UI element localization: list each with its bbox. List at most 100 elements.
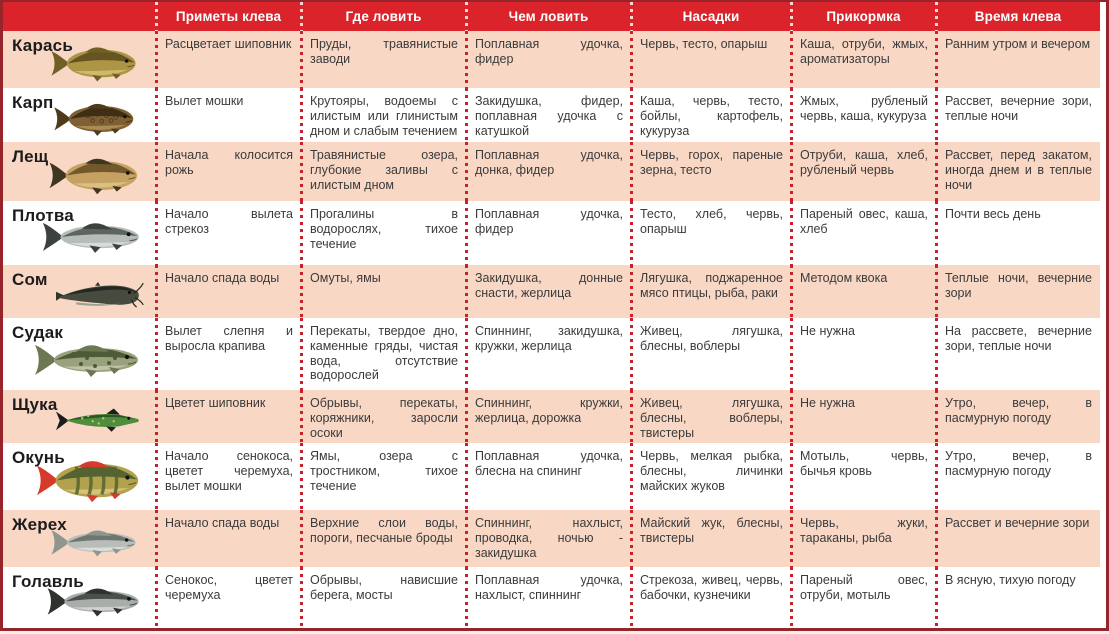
- fish-name: Карась: [12, 36, 73, 55]
- cell-leshch-baits: Червь, горох, пареные зерна, тесто: [630, 142, 791, 201]
- column-header-bite-signs: Приметы клева: [155, 2, 301, 31]
- cell-leshch-tackle: Поплавная удочка, донка, фидер: [465, 142, 631, 201]
- table-row-plotva: Плотва Начало вылета стрекоз Прогалины в в…: [3, 201, 1100, 265]
- bream-fish-icon: [45, 150, 151, 201]
- cell-okun-bite-time: Утро, вечер, в пасмурную погоду: [935, 443, 1100, 510]
- cell-shchuka-bite-signs: Цветет шиповник: [155, 390, 301, 443]
- table-row-karp: Карп Вылет мошки Крутояры, водоемы с илист…: [3, 88, 1100, 142]
- crucian-carp-fish-icon: [45, 39, 151, 88]
- column-header-groundbait: Прикормка: [790, 2, 936, 31]
- column-header-where: Где ловить: [300, 2, 466, 31]
- column-header-bite-time: Время клева: [935, 2, 1100, 31]
- cell-shchuka-where: Обрывы, перекаты, коряжники, заросли осо…: [300, 390, 466, 443]
- cell-sudak-bite-time: На рассвете, вечерние зори, теплые ночи: [935, 318, 1100, 390]
- fish-cell-okun: Окунь: [3, 443, 156, 510]
- cell-shchuka-bite-time: Утро, вечер, в пасмурную погоду: [935, 390, 1100, 443]
- cell-okun-baits: Червь, мелкая рыбка, блесны, личинки май…: [630, 443, 791, 510]
- cell-leshch-bite-time: Рассвет, перед закатом, иногда днем и в …: [935, 142, 1100, 201]
- cell-sudak-baits: Живец, лягушка, блесны, воблеры: [630, 318, 791, 390]
- cell-golavl-bite-time: В ясную, тихую погоду: [935, 567, 1100, 628]
- cell-zherekh-groundbait: Червь, жуки, тараканы, рыба: [790, 510, 936, 567]
- fish-cell-shchuka: Щука: [3, 390, 156, 443]
- table-row-golavl: Голавль Сенокос, цветет черемуха Обрывы, н…: [3, 567, 1100, 628]
- fish-name: Окунь: [12, 448, 65, 467]
- cell-okun-tackle: Поплавная удочка, блесна на спининг: [465, 443, 631, 510]
- carp-fish-icon: [45, 96, 151, 142]
- catfish-fish-icon: [45, 273, 151, 318]
- cell-karas-baits: Червь, тесто, опарыш: [630, 31, 791, 88]
- cell-golavl-baits: Стрекоза, живец, червь, бабочки, кузнечи…: [630, 567, 791, 628]
- table-row-leshch: Лещ Начала колосится рожь Травянистые озер…: [3, 142, 1100, 201]
- cell-golavl-where: Обрывы, нависшие берега, мосты: [300, 567, 466, 628]
- cell-leshch-bite-signs: Начала колосится рожь: [155, 142, 301, 201]
- fish-cell-karas: Карась: [3, 31, 156, 88]
- cell-okun-bite-signs: Начало сенокоса, цветет черемуха, вылет …: [155, 443, 301, 510]
- cell-som-tackle: Закидушка, донные снасти, жерлица: [465, 265, 631, 318]
- cell-zherekh-baits: Майский жук, блесны, твистеры: [630, 510, 791, 567]
- asp-fish-icon: [45, 518, 151, 567]
- fish-cell-som: Сом: [3, 265, 156, 318]
- cell-som-baits: Лягушка, поджаренное мясо птицы, рыба, р…: [630, 265, 791, 318]
- fish-name: Сом: [12, 270, 48, 289]
- pike-fish-icon: [45, 398, 151, 443]
- table-row-sudak: Судак Вылет слепня и выросла крапива Перек…: [3, 318, 1100, 390]
- fish-name: Плотва: [12, 206, 74, 225]
- column-header-baits: Насадки: [630, 2, 791, 31]
- header-row: Приметы клева Где ловить Чем ловить Наса…: [3, 2, 1100, 31]
- fish-name: Голавль: [12, 572, 84, 591]
- table-row-karas: Карась Расцветает шиповник Пруды, травянис…: [3, 31, 1100, 88]
- cell-golavl-bite-signs: Сенокос, цветет черемуха: [155, 567, 301, 628]
- fish-name: Карп: [12, 93, 54, 112]
- cell-zherekh-where: Верхние слои воды, пороги, песчаные брод…: [300, 510, 466, 567]
- cell-som-bite-time: Теплые ночи, вечерние зори: [935, 265, 1100, 318]
- fish-cell-leshch: Лещ: [3, 142, 156, 201]
- cell-zherekh-bite-signs: Начало спада воды: [155, 510, 301, 567]
- cell-plotva-where: Прогалины в водорослях, тихое течение: [300, 201, 466, 265]
- cell-sudak-bite-signs: Вылет слепня и выросла крапива: [155, 318, 301, 390]
- fish-cell-sudak: Судак: [3, 318, 156, 390]
- cell-zherekh-bite-time: Рассвет и вечерние зори: [935, 510, 1100, 567]
- cell-plotva-baits: Тесто, хлеб, червь, опарыш: [630, 201, 791, 265]
- cell-karas-bite-signs: Расцветает шиповник: [155, 31, 301, 88]
- table-row-zherekh: Жерех Начало спада воды Верхние слои воды,…: [3, 510, 1100, 567]
- fish-cell-zherekh: Жерех: [3, 510, 156, 567]
- cell-okun-groundbait: Мотыль, червь, бычья кровь: [790, 443, 936, 510]
- fishing-guide-table: Приметы клева Где ловить Чем ловить Наса…: [3, 2, 1100, 628]
- fish-name: Щука: [12, 395, 58, 414]
- column-header-tackle: Чем ловить: [465, 2, 631, 31]
- table-row-shchuka: Щука Цветет шиповник Обрывы, перекаты, кор…: [3, 390, 1100, 443]
- table-row-som: Сом Начало спада воды Омуты, ямы Закидушка,…: [3, 265, 1100, 318]
- fish-cell-plotva: Плотва: [3, 201, 156, 265]
- cell-plotva-groundbait: Пареный овес, каша, хлеб: [790, 201, 936, 265]
- roach-fish-icon: [41, 209, 151, 265]
- cell-sudak-tackle: Спиннинг, закидушка, кружки, жерлица: [465, 318, 631, 390]
- perch-fish-icon: [35, 451, 151, 510]
- fish-cell-karp: Карп: [3, 88, 156, 142]
- fish-cell-golavl: Голавль: [3, 567, 156, 628]
- cell-karas-where: Пруды, травянистые заводи: [300, 31, 466, 88]
- cell-leshch-groundbait: Отруби, каша, хлеб, рубленый червь: [790, 142, 936, 201]
- cell-shchuka-baits: Живец, лягушка, блесны, воблеры, твистер…: [630, 390, 791, 443]
- cell-karp-where: Крутояры, водоемы с илистым или глинисты…: [300, 88, 466, 142]
- cell-plotva-bite-signs: Начало вылета стрекоз: [155, 201, 301, 265]
- cell-golavl-tackle: Поплавная удочка, нахлыст, спиннинг: [465, 567, 631, 628]
- cell-shchuka-tackle: Спиннинг, кружки, жерлица, дорожка: [465, 390, 631, 443]
- cell-karp-groundbait: Жмых, рубленый червь, каша, кукуруза: [790, 88, 936, 142]
- cell-zherekh-tackle: Спиннинг, нахлыст, проводка, ночью - зак…: [465, 510, 631, 567]
- cell-karas-bite-time: Ранним утром и вечером: [935, 31, 1100, 88]
- cell-karas-groundbait: Каша, отруби, жмых, ароматизаторы: [790, 31, 936, 88]
- cell-sudak-groundbait: Не нужна: [790, 318, 936, 390]
- cell-karp-bite-signs: Вылет мошки: [155, 88, 301, 142]
- zander-fish-icon: [33, 330, 151, 390]
- cell-plotva-tackle: Поплавная удочка, фидер: [465, 201, 631, 265]
- cell-shchuka-groundbait: Не нужна: [790, 390, 936, 443]
- cell-leshch-where: Травянистые озера, глубокие заливы с или…: [300, 142, 466, 201]
- cell-som-where: Омуты, ямы: [300, 265, 466, 318]
- fish-name: Лещ: [12, 147, 49, 166]
- cell-som-groundbait: Методом квока: [790, 265, 936, 318]
- chub-fish-icon: [45, 575, 151, 628]
- fish-name: Жерех: [12, 515, 67, 534]
- cell-okun-where: Ямы, озера с тростником, тихое течение: [300, 443, 466, 510]
- cell-sudak-where: Перекаты, твердое дно, каменные гряды, ч…: [300, 318, 466, 390]
